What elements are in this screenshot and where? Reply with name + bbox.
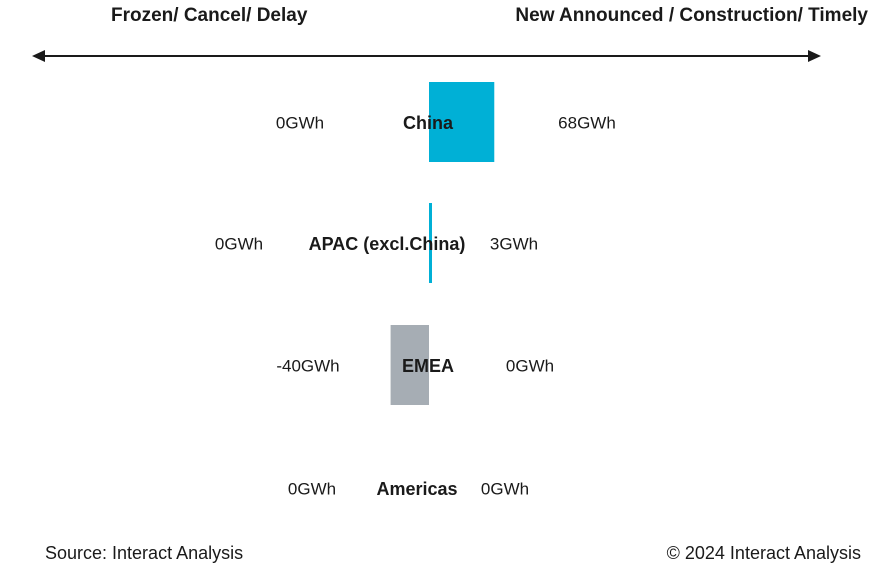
direction-arrow	[32, 50, 821, 62]
category-label-americas: Americas	[376, 479, 457, 499]
category-label-emea: EMEA	[402, 356, 454, 376]
value-label-emea-positive: 0GWh	[506, 356, 554, 375]
left-arrowhead-icon	[32, 50, 45, 62]
copyright-note: © 2024 Interact Analysis	[666, 543, 861, 563]
value-label-china-negative: 0GWh	[276, 113, 324, 132]
bar-emea-negative	[390, 325, 429, 405]
value-label-china-positive: 68GWh	[558, 113, 616, 132]
value-label-americas-positive: 0GWh	[481, 479, 529, 498]
left-axis-heading: Frozen/ Cancel/ Delay	[111, 5, 308, 26]
right-axis-heading: New Announced / Construction/ Timely	[515, 5, 868, 26]
category-label-china: China	[403, 113, 454, 133]
category-label-apac-excl-china: APAC (excl.China)	[309, 234, 466, 254]
bar-china-positive	[429, 82, 495, 162]
right-arrowhead-icon	[808, 50, 821, 62]
value-label-apac-excl-china-negative: 0GWh	[215, 234, 263, 253]
value-label-americas-negative: 0GWh	[288, 479, 336, 498]
value-label-apac-excl-china-positive: 3GWh	[490, 234, 538, 253]
bar-apac-excl-china-positive	[429, 203, 432, 283]
source-note: Source: Interact Analysis	[45, 543, 244, 563]
value-label-emea-negative: -40GWh	[276, 356, 339, 375]
